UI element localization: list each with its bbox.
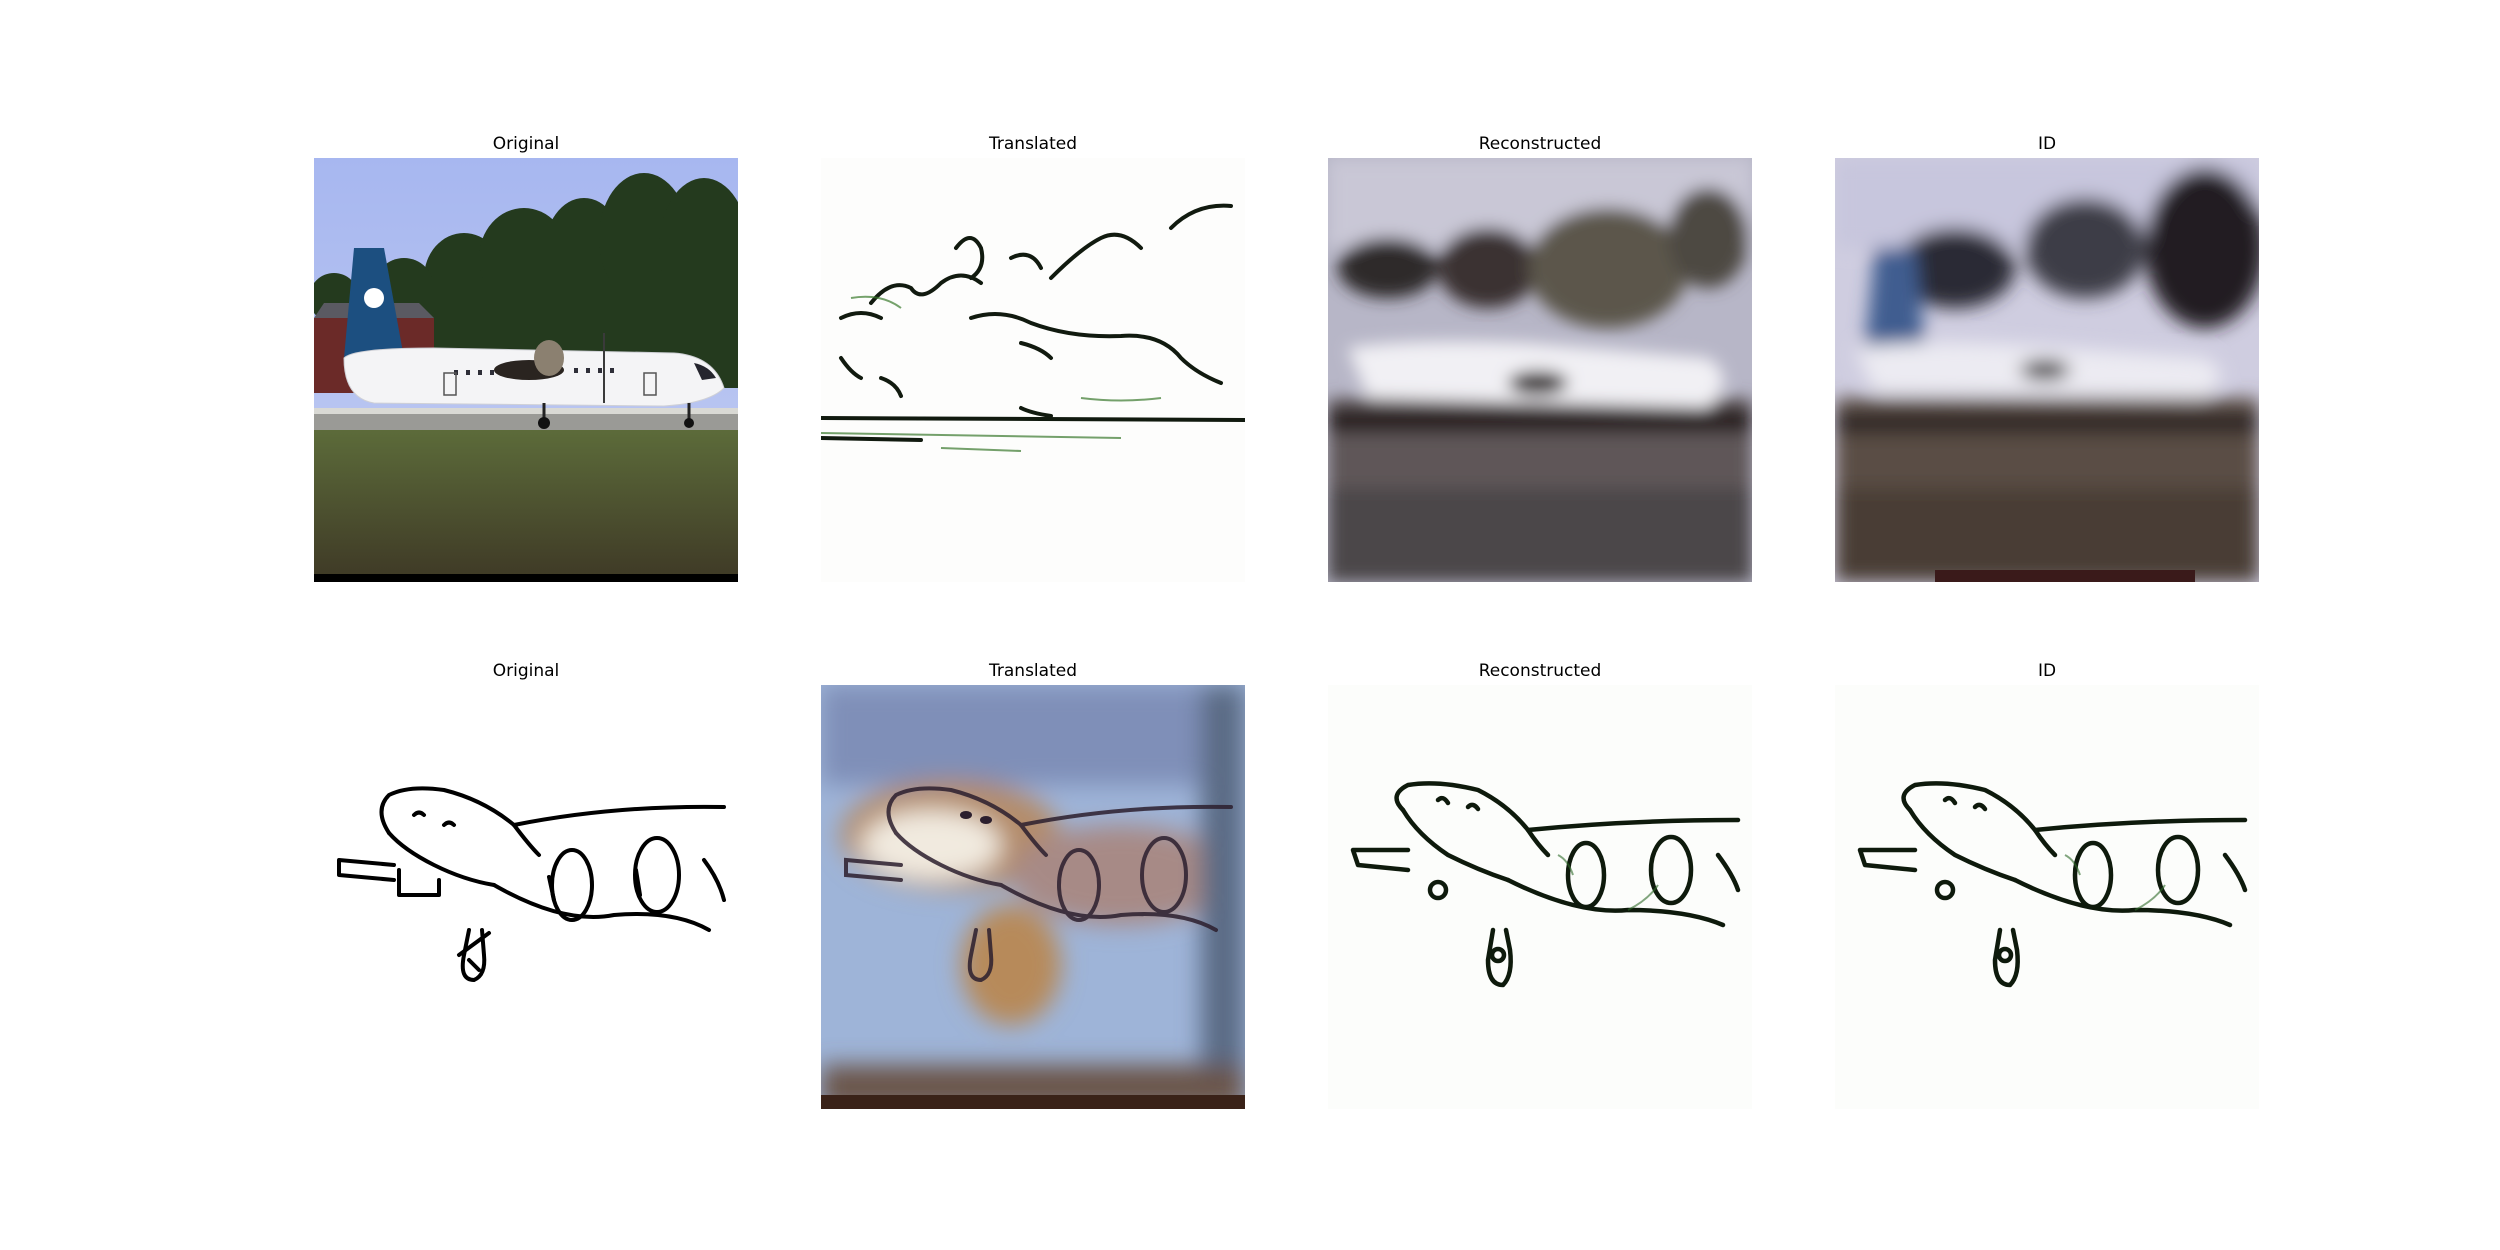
reconstructed-photo-image: [1328, 158, 1752, 582]
panel-title: ID: [2037, 661, 2057, 681]
original-sketch-panel: [314, 685, 738, 1109]
id-photo-image: [1835, 158, 2259, 582]
airplane-sketch: [314, 685, 738, 1109]
translated-photo-image: [821, 685, 1245, 1109]
panel-title: Translated: [989, 661, 1077, 681]
original-photo-panel: [314, 158, 738, 582]
id-sketch-panel: [1835, 685, 2259, 1109]
reconstructed-photo-panel: [1328, 158, 1752, 582]
translated-edge-panel: [821, 158, 1245, 582]
translated-photo-panel: [821, 685, 1245, 1109]
id-sketch-image: [1835, 685, 2259, 1109]
translated-edge-image: [821, 158, 1245, 582]
airplane-photo: [314, 158, 738, 582]
reconstructed-sketch-image: [1328, 685, 1752, 1109]
id-photo-panel: [1835, 158, 2259, 582]
panel-title: Original: [492, 134, 560, 154]
panel-title: ID: [2037, 134, 2057, 154]
panel-title: Reconstructed: [1478, 134, 1602, 154]
panel-title: Original: [492, 661, 560, 681]
reconstructed-sketch-panel: [1328, 685, 1752, 1109]
panel-title: Reconstructed: [1478, 661, 1602, 681]
panel-title: Translated: [989, 134, 1077, 154]
